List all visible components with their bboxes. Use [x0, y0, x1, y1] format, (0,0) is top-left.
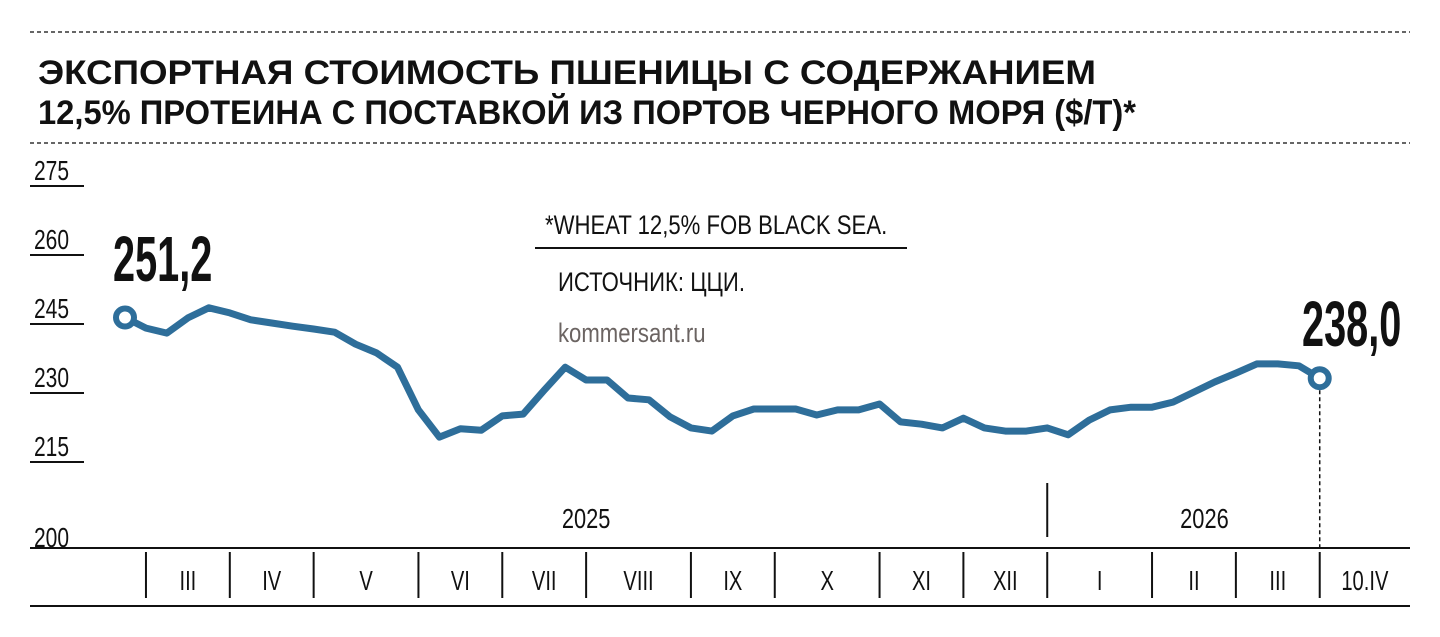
end-point-marker — [1307, 366, 1332, 391]
month-label: X — [820, 566, 833, 597]
footnote-text: *WHEAT 12,5% FOB BLACK SEA. — [545, 211, 887, 241]
year-label: 2025 — [562, 503, 611, 534]
start-point-marker — [113, 305, 137, 330]
month-label: VIII — [623, 566, 653, 597]
chart-title-line-2: 12,5% ПРОТЕИНА С ПОСТАВКОЙ ИЗ ПОРТОВ ЧЕР… — [38, 93, 1137, 132]
month-label: III — [1269, 566, 1286, 597]
price-line — [121, 304, 1324, 441]
chart-title-line-1: ЭКСПОРТНАЯ СТОИМОСТЬ ПШЕНИЦЫ С СОДЕРЖАНИ… — [38, 54, 1096, 92]
month-label: XI — [912, 566, 931, 597]
y-axis: 275 260 245 230 215 200 — [30, 156, 84, 554]
y-tick-label: 200 — [34, 523, 69, 554]
month-label: 10.IV — [1341, 566, 1389, 597]
site-credit: kommersant.ru — [558, 319, 706, 349]
price-series: 251,2 238,0 — [113, 225, 1401, 548]
end-value-label: 238,0 — [1302, 290, 1401, 361]
month-label: XII — [993, 566, 1018, 597]
month-label: VI — [451, 566, 470, 597]
year-label: 2026 — [1180, 503, 1229, 534]
month-label: V — [359, 566, 373, 597]
month-label: VII — [532, 566, 557, 597]
month-label: III — [179, 566, 196, 597]
source-text: ИСТОЧНИК: ЦЦИ. — [558, 268, 745, 298]
month-label: I — [1097, 566, 1103, 597]
y-tick-label: 275 — [34, 156, 69, 187]
month-label: IX — [723, 566, 742, 597]
month-label: II — [1188, 566, 1199, 597]
start-value-label: 251,2 — [113, 225, 212, 296]
y-tick-label: 245 — [34, 294, 69, 325]
y-tick-label: 260 — [34, 225, 69, 256]
y-tick-label: 215 — [34, 432, 69, 463]
month-label: IV — [262, 566, 282, 597]
y-tick-label: 230 — [34, 363, 69, 394]
